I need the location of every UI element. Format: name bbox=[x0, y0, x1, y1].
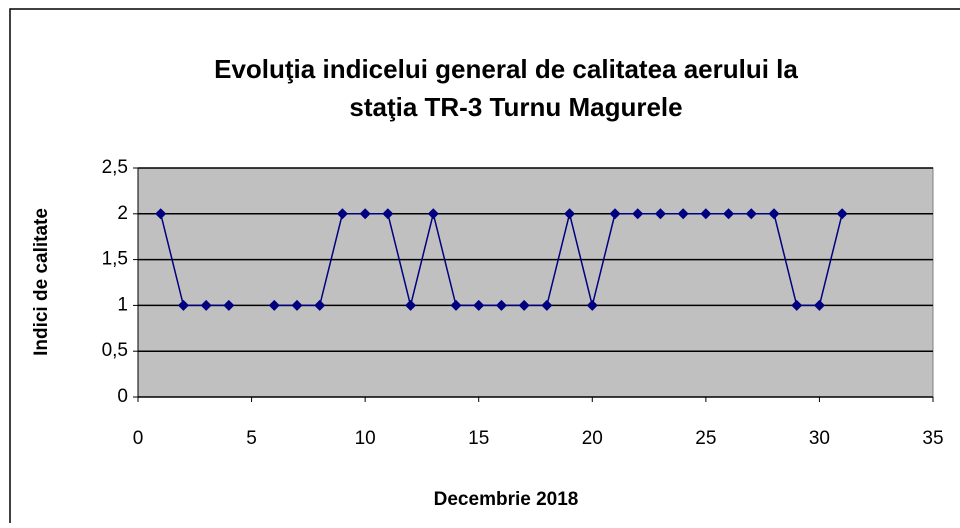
data-point bbox=[268, 299, 280, 311]
x-tick-label: 20 bbox=[582, 428, 603, 449]
data-point bbox=[700, 208, 712, 220]
data-point bbox=[405, 299, 417, 311]
data-point bbox=[541, 299, 553, 311]
chart-title: Evoluţia indicelui general de calitatea … bbox=[214, 54, 798, 84]
y-tick-label: 2 bbox=[117, 203, 128, 224]
data-point bbox=[200, 299, 212, 311]
data-point bbox=[745, 208, 757, 220]
y-tick-label: 1,5 bbox=[102, 249, 128, 270]
x-axis-label: Decembrie 2018 bbox=[434, 489, 579, 510]
y-axis-label: Indici de calitate bbox=[31, 208, 52, 356]
plot-area bbox=[137, 167, 934, 398]
y-tick-label: 1 bbox=[117, 294, 128, 315]
x-tick-label: 5 bbox=[246, 428, 257, 449]
x-tick-label: 35 bbox=[922, 428, 943, 449]
x-tick-label: 0 bbox=[133, 428, 144, 449]
data-point bbox=[518, 299, 530, 311]
data-point bbox=[677, 208, 689, 220]
data-point bbox=[450, 299, 462, 311]
y-tick-label: 0,5 bbox=[102, 340, 128, 361]
data-point bbox=[654, 208, 666, 220]
data-point bbox=[813, 299, 825, 311]
data-point bbox=[791, 299, 803, 311]
data-point bbox=[495, 299, 507, 311]
data-point bbox=[609, 208, 621, 220]
data-point bbox=[223, 299, 235, 311]
data-point bbox=[155, 208, 167, 220]
data-point bbox=[632, 208, 644, 220]
x-tick-label: 15 bbox=[468, 428, 489, 449]
data-point bbox=[723, 208, 735, 220]
y-tick-label: 2,5 bbox=[102, 157, 128, 178]
x-tick-label: 30 bbox=[809, 428, 830, 449]
data-point bbox=[586, 299, 598, 311]
data-point bbox=[836, 208, 848, 220]
data-point bbox=[427, 208, 439, 220]
chart-title: staţia TR-3 Turnu Magurele bbox=[349, 92, 682, 122]
data-point bbox=[314, 299, 326, 311]
data-point bbox=[291, 299, 303, 311]
x-tick-label: 10 bbox=[355, 428, 376, 449]
data-point bbox=[336, 208, 348, 220]
data-point bbox=[473, 299, 485, 311]
y-tick-label: 0 bbox=[117, 386, 128, 407]
data-point bbox=[382, 208, 394, 220]
data-point bbox=[564, 208, 576, 220]
data-point bbox=[359, 208, 371, 220]
data-point bbox=[768, 208, 780, 220]
data-point bbox=[177, 299, 189, 311]
x-tick-label: 25 bbox=[695, 428, 716, 449]
